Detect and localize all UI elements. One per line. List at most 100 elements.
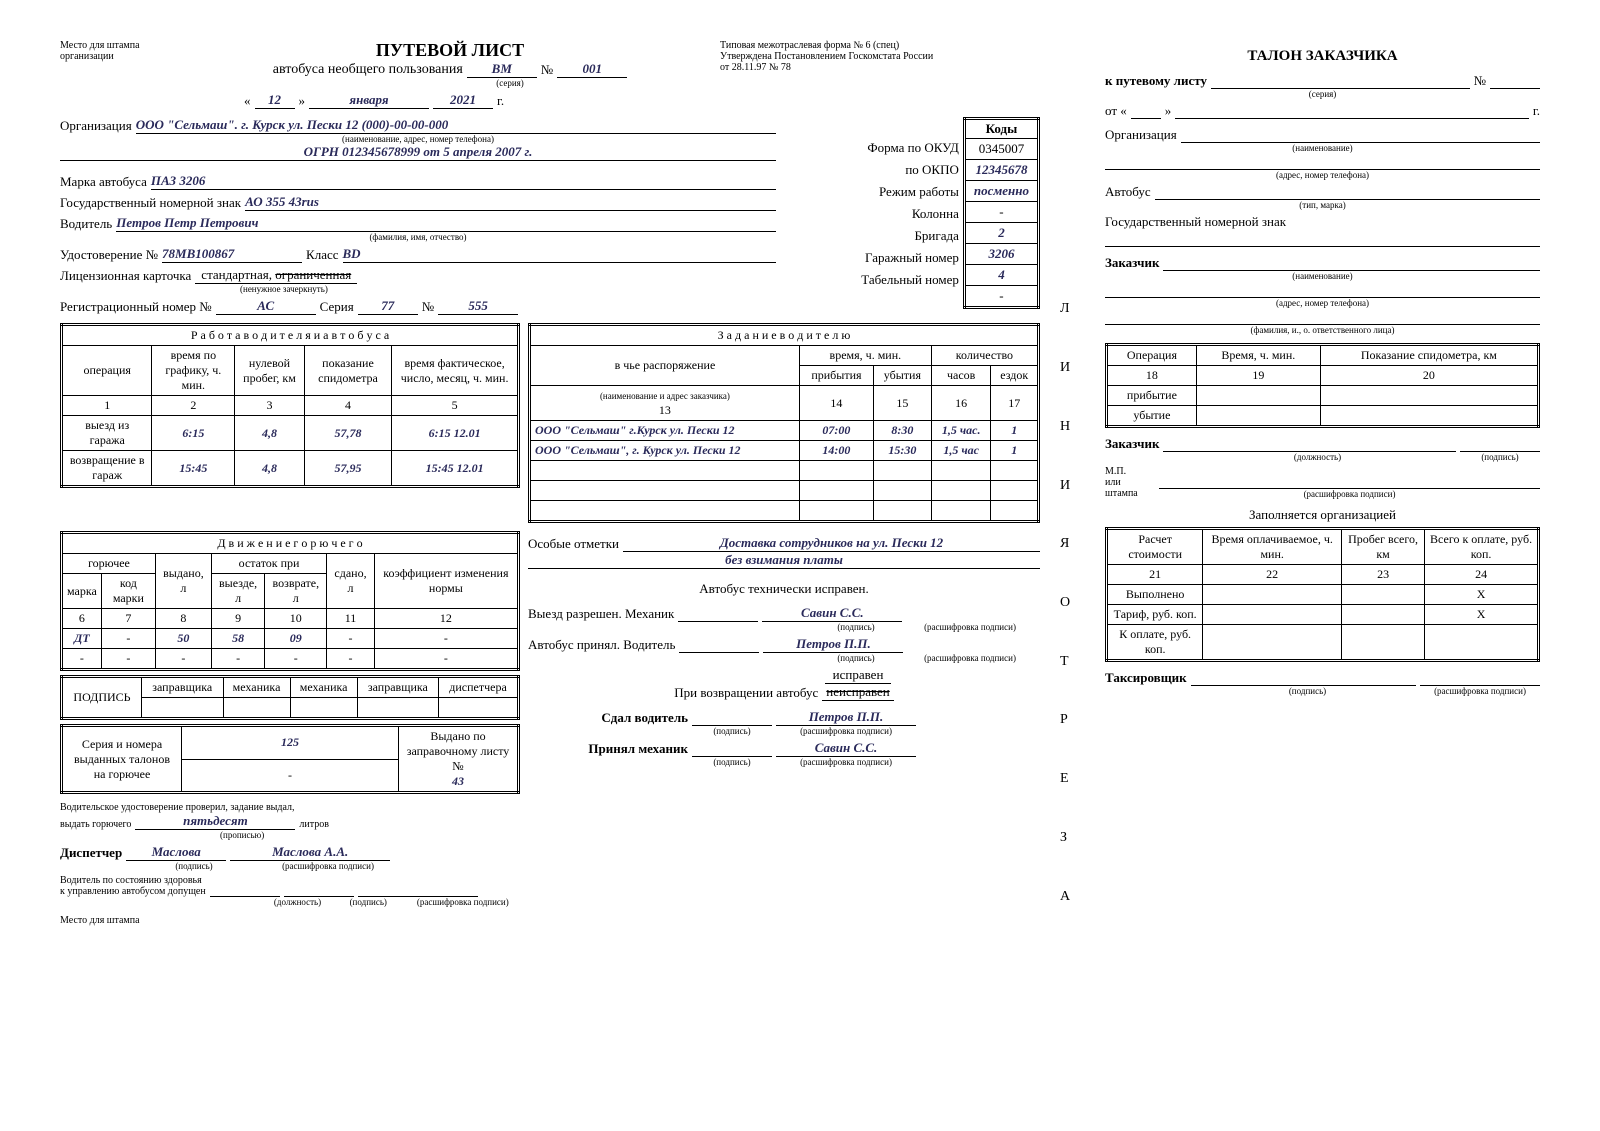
code-0: 0345007 xyxy=(964,139,1038,160)
udost-value: 78МВ100867 xyxy=(162,246,302,263)
fuel-h1: выдано, л xyxy=(155,554,211,609)
tbl2-hs3: часов xyxy=(931,366,991,386)
vydano-val: 43 xyxy=(452,774,464,788)
fuel-h2-3: выезде, л xyxy=(211,574,264,609)
tbl2-r1-2: 8:30 xyxy=(873,421,931,441)
series-value: BM xyxy=(467,61,537,78)
tbl2-r2-1: 14:00 xyxy=(799,441,873,461)
sig-u5: (подпись) xyxy=(692,726,772,736)
task-table: З а д а н и е в о д и т е л ю в чье расп… xyxy=(528,323,1040,523)
fuel-n5: 11 xyxy=(327,609,375,629)
talon-ili: или xyxy=(1105,477,1155,488)
drv-name1: Петров П.П. xyxy=(763,636,903,653)
fuel-r2-6: - xyxy=(374,649,518,670)
tbl1-n3: 4 xyxy=(304,396,392,416)
fuel-r1-0: ДТ xyxy=(62,629,102,649)
tbl1-r1-4: 6:15 12.01 xyxy=(392,416,519,451)
fuel-table: Д в и ж е н и е г о р ю ч е г о горючее … xyxy=(60,531,520,671)
hdr-right-3: от 28.11.97 № 78 xyxy=(720,62,1040,73)
tt2-x0: X xyxy=(1425,585,1539,605)
talon-addr: (адрес, номер телефона) xyxy=(1105,170,1540,180)
tbl2-r2-2: 15:30 xyxy=(873,441,931,461)
side-1: И xyxy=(1060,360,1080,376)
disp-sig: Маслова xyxy=(126,844,226,861)
fuel-r2-0: - xyxy=(62,649,102,670)
tt1-n0: 18 xyxy=(1107,366,1197,386)
fuel-n0: 6 xyxy=(62,609,102,629)
drv-check: Водительское удостоверение проверил, зад… xyxy=(60,802,520,813)
talon-sig: (подпись) xyxy=(1460,452,1540,462)
health1: Водитель по состоянию здоровья xyxy=(60,875,520,886)
tbl2-r1-0: ООО "Сельмаш" г.Курск ул. Пески 12 xyxy=(530,421,800,441)
fuel-r1-2: 50 xyxy=(155,629,211,649)
mech-name2: Савин С.С. xyxy=(776,740,916,757)
tt2-n3: 24 xyxy=(1425,565,1539,585)
fuel-n2: 8 xyxy=(155,609,211,629)
klass-value: BD xyxy=(343,246,776,263)
num-sym3: № xyxy=(1474,73,1486,89)
serial-lbl: Серия и номера выданных талонов на горюч… xyxy=(62,726,182,793)
ogrn: ОГРН 012345678999 от 5 апреля 2007 г. xyxy=(60,144,776,161)
code-lbl-7: Табельный номер xyxy=(780,269,959,291)
marka-value: ПАЗ 3206 xyxy=(151,173,776,190)
code-lbl-3: Колонна xyxy=(780,203,959,225)
tbl2-ht1: время, ч. мин. xyxy=(799,346,931,366)
talon-to: к путевому листу xyxy=(1105,73,1207,89)
tbl2-hs4: ездок xyxy=(991,366,1039,386)
dec-u2: (расшифровка подписи) xyxy=(406,897,520,907)
tbl2-hs2: убытия xyxy=(873,366,931,386)
tt2-h3: Всего к оплате, руб. коп. xyxy=(1425,529,1539,565)
side-8: Е xyxy=(1060,771,1080,787)
talon-table1: Операция Время, ч. мин. Показание спидом… xyxy=(1105,343,1540,428)
code-1: 12345678 xyxy=(964,160,1038,181)
fuel-amount: пятьдесят xyxy=(135,813,295,830)
tt1-h1: Время, ч. мин. xyxy=(1196,345,1320,366)
tbl1-r2-0: возвращение в гараж xyxy=(62,451,152,487)
side-3: И xyxy=(1060,478,1080,494)
side-6: Т xyxy=(1060,654,1080,670)
tbl2-ht2: количество xyxy=(931,346,1038,366)
series-caption: (серия) xyxy=(304,78,716,88)
code-lbl-0: Форма по ОКУД xyxy=(780,137,959,159)
date-year: 2021 xyxy=(433,92,493,109)
tbl2-ht0: в чье распоряжение xyxy=(530,346,800,386)
klass-label: Класс xyxy=(306,247,338,263)
tt2-h1: Время оплачиваемое, ч. мин. xyxy=(1203,529,1342,565)
sign-table: ПОДПИСЬ заправщика механика механика зап… xyxy=(60,675,520,720)
taxi-dec: (расшифровка подписи) xyxy=(1420,686,1540,696)
vod-label: Водитель xyxy=(60,216,112,232)
tbl1-h3: показание спидометра xyxy=(304,346,392,396)
tt2-n1: 22 xyxy=(1203,565,1342,585)
talon-fill: Заполняется организацией xyxy=(1105,507,1540,523)
talon-naim2: (наименование) xyxy=(1105,271,1540,281)
udost-label: Удостоверение № xyxy=(60,247,158,263)
fuel-r1-6: - xyxy=(374,629,518,649)
fuel-h3: сдано, л xyxy=(327,554,375,609)
took: Принял механик xyxy=(528,741,688,757)
tbl2-n0: 13 xyxy=(659,403,671,417)
tbl2-r2-4: 1 xyxy=(991,441,1039,461)
exit-ok: Выезд разрешен. Механик xyxy=(528,606,674,622)
talon-fio: (фамилия, и., о. ответственного лица) xyxy=(1105,325,1540,335)
tbl1-r1-2: 4,8 xyxy=(235,416,304,451)
tbl1-r1-1: 6:15 xyxy=(152,416,235,451)
talon-raquo: » xyxy=(1165,103,1172,119)
dolzh: (должность) xyxy=(264,897,331,907)
gos-label: Государственный номерной знак xyxy=(60,195,241,211)
sign-c0: заправщика xyxy=(142,677,224,698)
serial-v1: 125 xyxy=(182,726,399,760)
mech-name: Савин С.С. xyxy=(762,605,902,622)
tt2-h2: Пробег всего, км xyxy=(1342,529,1425,565)
tbl2-hs0: (наименование и адрес заказчика) xyxy=(600,391,730,401)
org-value: ООО "Сельмаш". г. Курск ул. Пески 12 (00… xyxy=(136,117,776,134)
fuel-h4: коэффициент изменения нормы xyxy=(374,554,518,609)
lic-val2: ограниченная xyxy=(275,267,351,282)
tbl2-n4: 17 xyxy=(991,386,1039,421)
talon-bus: Автобус xyxy=(1105,184,1151,200)
code-lbl-6: Гаражный номер xyxy=(780,247,959,269)
tbl2-hs1: прибытия xyxy=(799,366,873,386)
tt2-r0: Выполнено xyxy=(1107,585,1203,605)
fuel-h2-4: возврате, л xyxy=(265,574,327,609)
bus-accept: Автобус принял. Водитель xyxy=(528,637,675,653)
litrov: литров xyxy=(299,819,329,830)
